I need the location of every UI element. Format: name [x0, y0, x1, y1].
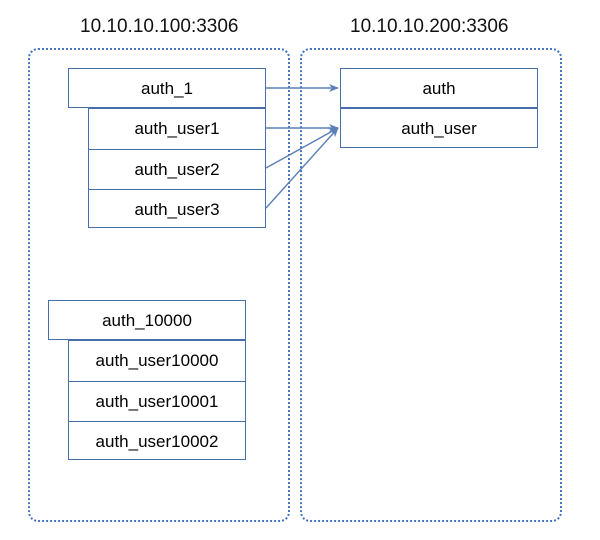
db-name-cell: auth_10000 [49, 301, 245, 341]
table-name-cell: auth_user10001 [69, 381, 245, 421]
db-name-cell: auth [341, 69, 537, 109]
db-name-cell: auth_1 [69, 69, 265, 109]
table-name-cell: auth_user [341, 109, 537, 149]
right-group-rows: auth_user [340, 108, 538, 148]
right-group-head: auth [340, 68, 538, 108]
table-name-cell: auth_user2 [89, 149, 265, 189]
left-group2-head: auth_10000 [48, 300, 246, 340]
table-name-cell: auth_user3 [89, 189, 265, 229]
left-server-label: 10.10.10.100:3306 [80, 16, 239, 38]
right-server-label: 10.10.10.200:3306 [350, 16, 509, 38]
table-name-cell: auth_user10002 [69, 421, 245, 461]
table-name-cell: auth_user10000 [69, 341, 245, 381]
left-group1-rows: auth_user1auth_user2auth_user3 [88, 108, 266, 228]
left-group1-head: auth_1 [68, 68, 266, 108]
table-name-cell: auth_user1 [89, 109, 265, 149]
left-group2-rows: auth_user10000auth_user10001auth_user100… [68, 340, 246, 460]
diagram-stage: 10.10.10.100:3306 10.10.10.200:3306 auth… [0, 0, 600, 540]
